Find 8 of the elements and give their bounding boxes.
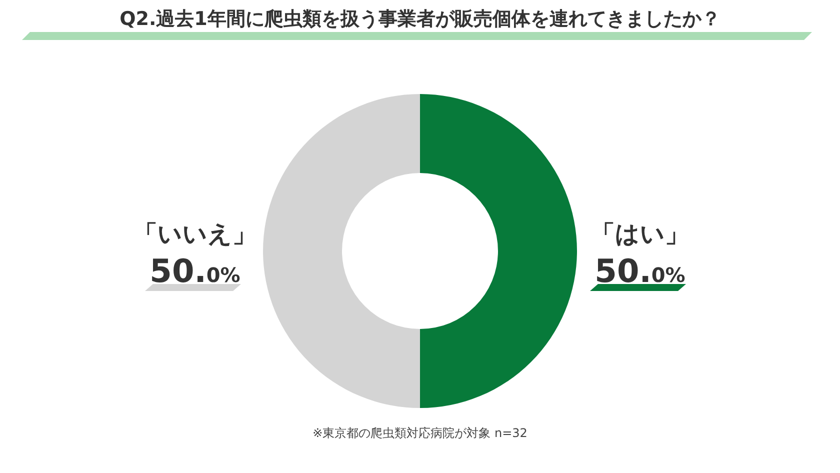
slice-label: 「はい」 [591, 220, 689, 248]
chart-title: Q2.過去1年間に爬虫類を扱う事業者が販売個体を連れてきましたか？ [120, 8, 720, 30]
slice-label: 「いいえ」 [134, 220, 256, 248]
text: ※東京都の爬虫類対応病院が対象 n=32 [312, 426, 528, 440]
data-label: 50.0% [594, 252, 686, 290]
donut-slice [420, 94, 577, 408]
donut-slice [263, 94, 420, 408]
data-label: 50.0% [150, 252, 240, 290]
